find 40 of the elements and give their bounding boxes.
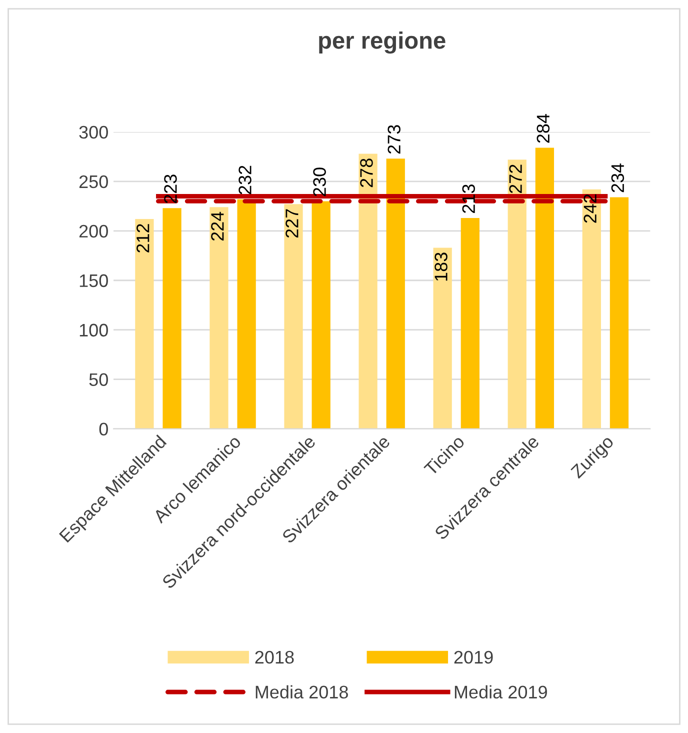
data-label: 284	[536, 114, 550, 143]
bar	[284, 204, 303, 429]
legend-label: 2019	[454, 650, 493, 664]
bar	[433, 248, 452, 429]
data-label: 273	[388, 125, 400, 154]
data-label: 223	[164, 174, 177, 204]
y-tick-label: 0	[99, 422, 108, 436]
legend-label: Media 2018	[256, 685, 348, 699]
data-label: 224	[211, 212, 224, 241]
legend-label: Media 2019	[454, 685, 547, 699]
bar	[312, 201, 330, 429]
data-label: 278	[360, 158, 373, 188]
bar	[358, 154, 378, 429]
bar	[508, 160, 526, 429]
bar	[535, 148, 554, 429]
y-tick-label: 250	[79, 175, 108, 188]
data-label: 230	[313, 168, 326, 196]
data-label: 232	[238, 166, 252, 194]
data-label: 242	[584, 194, 596, 223]
data-label: 227	[286, 209, 298, 238]
data-label: 272	[509, 164, 522, 194]
y-tick-label: 50	[89, 373, 108, 386]
data-label: 212	[136, 224, 150, 252]
data-label: 234	[611, 163, 624, 192]
y-tick-label: 150	[80, 274, 108, 288]
data-label: 213	[462, 184, 476, 213]
bar	[582, 189, 601, 429]
legend-label: 2018	[255, 650, 294, 664]
bar	[135, 219, 154, 429]
bar	[386, 158, 405, 429]
y-tick-label: 200	[79, 224, 108, 238]
y-tick-label: 300	[79, 126, 108, 139]
bar	[610, 197, 629, 429]
y-tick-label: 100	[80, 324, 108, 337]
bar	[460, 218, 480, 429]
bar	[210, 207, 228, 429]
bar	[237, 199, 256, 429]
bar	[162, 208, 182, 429]
chart-title: per regione	[319, 31, 446, 54]
data-label: 183	[434, 252, 448, 281]
